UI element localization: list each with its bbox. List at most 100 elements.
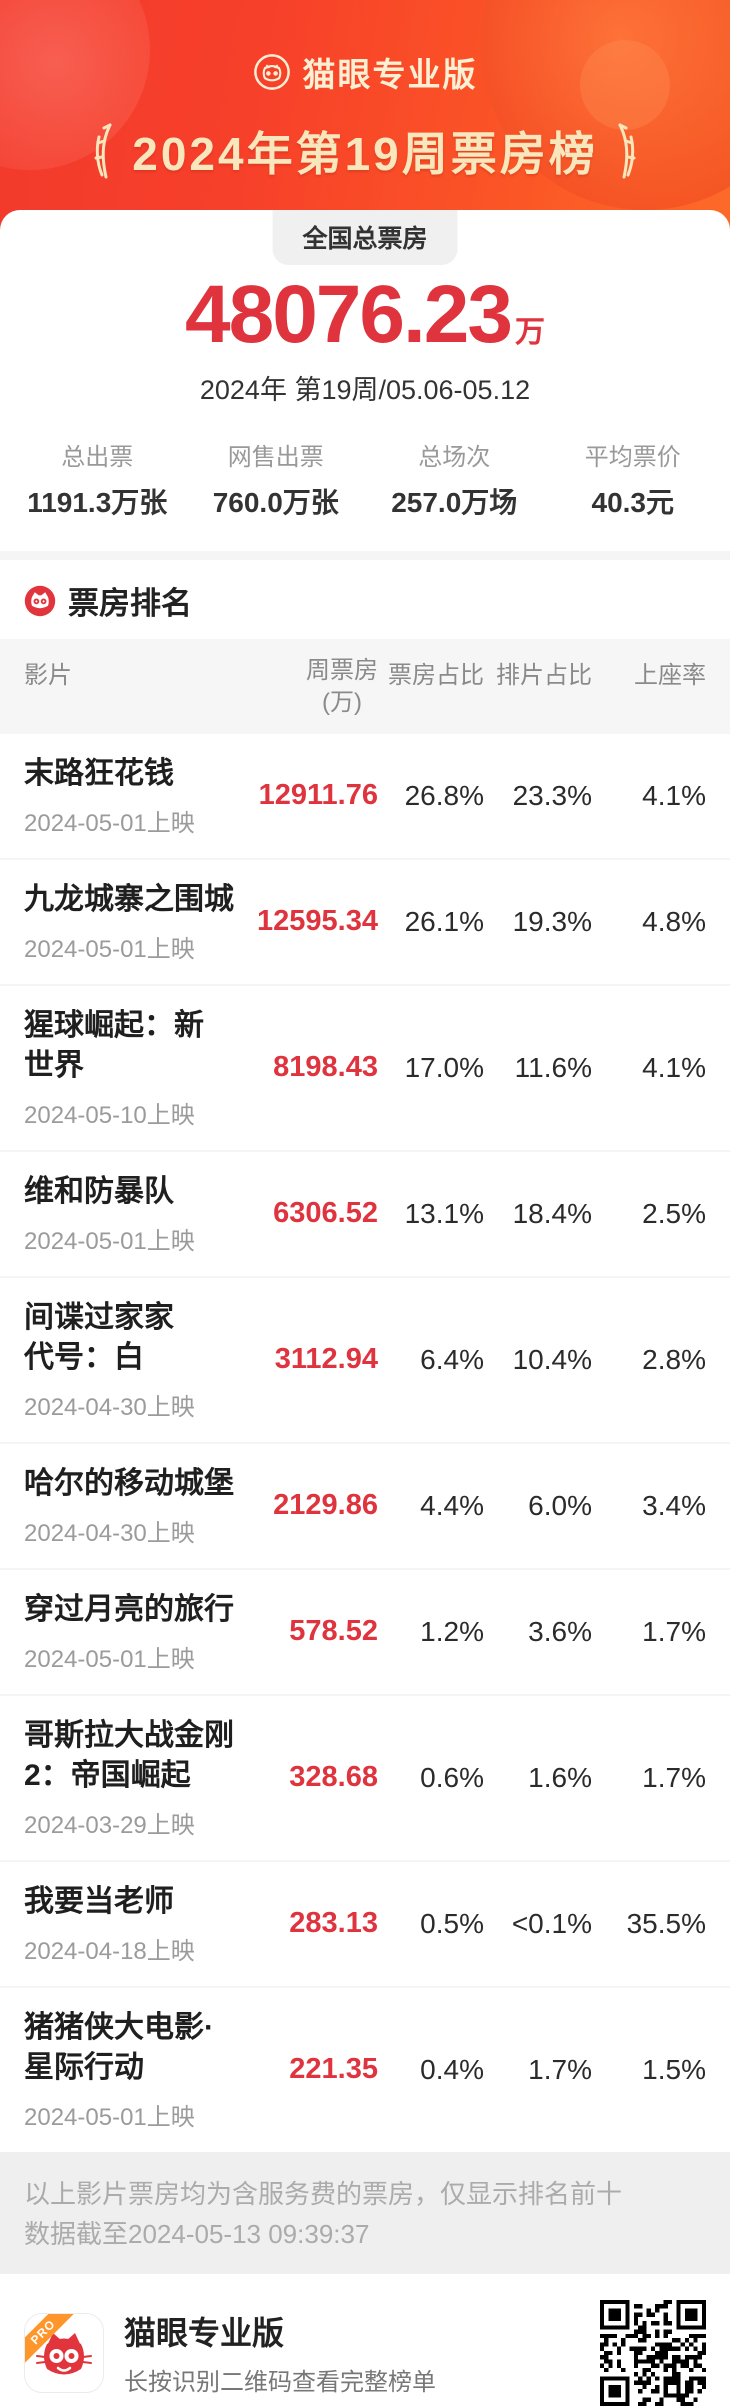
box-share-value: 0.4% xyxy=(420,2053,484,2085)
screening-share-value: 1.7% xyxy=(528,2053,592,2085)
table-row: 间谍过家家 代号：白 2024-04-30上映 3112.94 6.4% 10.4% 2.8… xyxy=(0,1278,730,1444)
footer-brand-name: 猫眼专业版 xyxy=(124,2315,285,2352)
screening-share-value: <0.1% xyxy=(511,1907,592,1939)
col-week-box: 周票房 (万) xyxy=(306,657,378,717)
laurel-left-icon xyxy=(94,123,112,179)
col-box-share: 票房占比 xyxy=(388,662,484,690)
week-box-value: 6306.52 xyxy=(273,1197,378,1230)
movie-title: 哈尔的移动城堡 xyxy=(24,1466,234,1500)
disclaimer-line1: 以上影片票房均为含服务费的票房，仅显示排名前十 xyxy=(24,2178,623,2209)
bottom-bar: PRO 猫眼专业版 长按识别二维码查看完整榜单 xyxy=(0,2273,730,2406)
cat-badge-icon xyxy=(24,585,56,616)
table-row: 末路狂花钱 2024-05-01上映 12911.76 26.8% 23.3% 4.1% xyxy=(0,734,730,860)
movie-title: 穿过月亮的旅行 xyxy=(24,1592,234,1626)
box-share-value: 4.4% xyxy=(420,1489,484,1521)
screening-share-value: 3.6% xyxy=(528,1615,592,1647)
disclaimer-line2: 数据截至2024-05-13 09:39:37 xyxy=(24,2218,370,2249)
ranking-rows: 末路狂花钱 2024-05-01上映 12911.76 26.8% 23.3% 4.1% 九… xyxy=(0,734,730,2152)
week-box-value: 3112.94 xyxy=(274,1343,378,1376)
table-row: 猪猪侠大电影· 星际行动 2024-05-01上映 221.35 0.4% 1.7% 1.5… xyxy=(0,1988,730,2152)
screening-share-value: 23.3% xyxy=(512,779,592,811)
hero-title-row: 2024年第19周票房榜 xyxy=(0,118,730,184)
table-row: 九龙城寨之围城 2024-05-01上映 12595.34 26.1% 19.3% 4.8… xyxy=(0,860,730,986)
page-title: 2024年第19周票房榜 xyxy=(132,128,598,180)
box-share-value: 17.0% xyxy=(404,1051,484,1083)
screening-share-value: 18.4% xyxy=(512,1197,592,1229)
stat-total-screenings: 总场次 257.0万场 xyxy=(391,444,518,519)
stat-total-tickets: 总出票 1191.3万张 xyxy=(27,444,168,519)
box-share-value: 26.8% xyxy=(404,779,484,811)
release-date: 2024-05-01上映 xyxy=(24,2103,195,2131)
stat-average-price: 平均票价 40.3元 xyxy=(584,444,681,519)
release-date: 2024-05-01上映 xyxy=(24,935,195,963)
screening-share-value: 19.3% xyxy=(512,905,592,937)
ranking-section-header: 票房排名 xyxy=(0,560,730,639)
attendance-value: 3.4% xyxy=(642,1489,706,1521)
release-date: 2024-04-18上映 xyxy=(24,1937,195,1965)
week-box-value: 283.13 xyxy=(289,1907,378,1940)
brand-name: 猫眼专业版 xyxy=(302,56,478,93)
release-date: 2024-05-01上映 xyxy=(24,1645,195,1673)
attendance-value: 4.8% xyxy=(642,905,706,937)
national-box-office-badge: 全国总票房 xyxy=(272,210,458,265)
movie-title: 我要当老师 xyxy=(24,1884,174,1918)
box-share-value: 0.5% xyxy=(420,1907,484,1939)
screening-share-value: 10.4% xyxy=(512,1343,592,1375)
attendance-value: 35.5% xyxy=(626,1907,706,1939)
release-date: 2024-05-01上映 xyxy=(24,809,195,837)
attendance-value: 4.1% xyxy=(642,1051,706,1083)
movie-title: 九龙城寨之围城 xyxy=(24,882,234,916)
week-box-value: 2129.86 xyxy=(273,1489,378,1522)
box-share-value: 26.1% xyxy=(404,905,484,937)
laurel-right-icon xyxy=(618,123,636,179)
week-box-value: 8198.43 xyxy=(273,1051,378,1084)
box-share-value: 0.6% xyxy=(420,1761,484,1793)
table-row: 穿过月亮的旅行 2024-05-01上映 578.52 1.2% 3.6% 1.7% xyxy=(0,1570,730,1696)
week-box-value: 578.52 xyxy=(289,1615,378,1648)
release-date: 2024-05-10上映 xyxy=(24,1101,195,1129)
screening-share-value: 6.0% xyxy=(528,1489,592,1521)
movie-title: 间谍过家家 代号：白 xyxy=(24,1300,174,1374)
col-screening-share: 排片占比 xyxy=(496,662,592,690)
release-date: 2024-03-29上映 xyxy=(24,1811,195,1839)
decor-bubble-small xyxy=(580,40,670,130)
table-header: 影片 周票房 (万) 票房占比 排片占比 上座率 xyxy=(0,639,730,734)
footer-cta: 长按识别二维码查看完整榜单 xyxy=(124,2369,436,2397)
summary-stats: 总出票 1191.3万张 网售出票 760.0万张 总场次 257.0万场 平均… xyxy=(0,437,730,551)
table-row: 哈尔的移动城堡 2024-04-30上映 2129.86 4.4% 6.0% 3.4% xyxy=(0,1444,730,1570)
attendance-value: 2.5% xyxy=(642,1197,706,1229)
col-attendance: 上座率 xyxy=(634,662,706,690)
ranking-section-title: 票房排名 xyxy=(68,586,192,622)
table-row: 猩球崛起：新 世界 2024-05-10上映 8198.43 17.0% 11.6% 4.1… xyxy=(0,986,730,1152)
table-row: 我要当老师 2024-04-18上映 283.13 0.5% <0.1% 35.5% xyxy=(0,1862,730,1988)
brand-lockup: 猫眼专业版 xyxy=(0,0,730,96)
movie-title: 末路狂花钱 xyxy=(24,756,174,790)
qr-code[interactable] xyxy=(600,2299,706,2406)
week-box-value: 12911.76 xyxy=(258,779,378,812)
movie-title: 维和防暴队 xyxy=(24,1174,174,1208)
maoyan-app-icon: PRO xyxy=(24,2312,104,2393)
hero-banner: 猫眼专业版 2024年第19周票房榜 xyxy=(0,0,730,232)
week-box-value: 12595.34 xyxy=(257,905,378,938)
maoyan-cat-icon xyxy=(253,54,290,90)
release-date: 2024-05-01上映 xyxy=(24,1227,195,1255)
attendance-value: 1.7% xyxy=(642,1761,706,1793)
screening-share-value: 11.6% xyxy=(514,1051,592,1083)
bottom-bar-text: 猫眼专业版 长按识别二维码查看完整榜单 xyxy=(124,2308,600,2397)
total-box-office-unit: 万 xyxy=(515,316,545,349)
movie-title: 猪猪侠大电影· 星际行动 xyxy=(24,2010,214,2084)
table-row: 维和防暴队 2024-05-01上映 6306.52 13.1% 18.4% 2.5% xyxy=(0,1152,730,1278)
box-share-value: 13.1% xyxy=(404,1197,484,1229)
release-date: 2024-04-30上映 xyxy=(24,1519,195,1547)
period-label: 2024年 第19周/05.06-05.12 xyxy=(199,375,531,406)
section-divider xyxy=(0,551,730,561)
stat-online-tickets: 网售出票 760.0万张 xyxy=(212,444,339,519)
week-box-value: 221.35 xyxy=(289,2053,378,2086)
movie-title: 哥斯拉大战金刚 2：帝国崛起 xyxy=(24,1718,234,1792)
total-box-office-value: 48076.23 xyxy=(184,269,513,360)
footer-disclaimer: 以上影片票房均为含服务费的票房，仅显示排名前十 数据截至2024-05-13 0… xyxy=(0,2151,730,2274)
attendance-value: 1.5% xyxy=(642,2053,706,2085)
release-date: 2024-04-30上映 xyxy=(24,1393,195,1421)
movie-title: 猩球崛起：新 世界 xyxy=(24,1008,204,1082)
attendance-value: 2.8% xyxy=(642,1343,706,1375)
